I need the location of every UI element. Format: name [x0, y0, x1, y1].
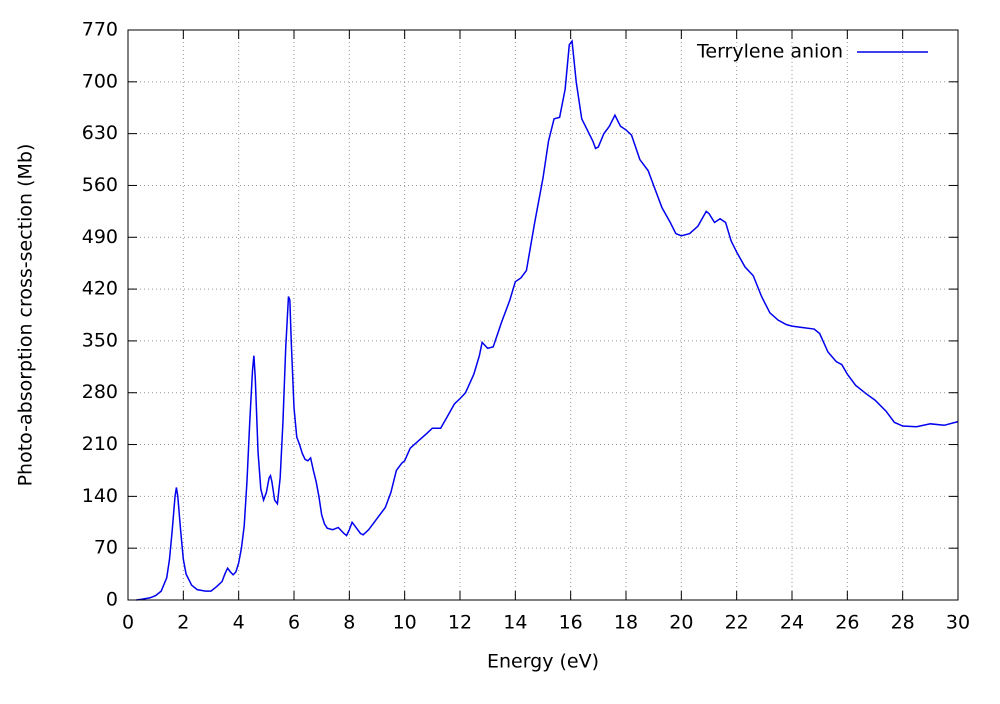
y-tick-label: 420	[82, 278, 118, 300]
y-tick-label: 70	[94, 537, 118, 559]
x-tick-label: 20	[669, 612, 693, 634]
data-line	[136, 39, 959, 601]
y-tick-label: 350	[82, 329, 118, 351]
x-tick-label: 26	[835, 612, 859, 634]
x-tick-label: 8	[343, 612, 355, 634]
y-tick-label: 140	[82, 485, 118, 507]
y-tick-label: 560	[82, 174, 118, 196]
x-tick-label: 22	[725, 612, 749, 634]
x-tick-label: 2	[177, 612, 189, 634]
y-tick-label: 700	[82, 70, 118, 92]
x-tick-label: 12	[448, 612, 472, 634]
y-tick-label: 770	[82, 19, 118, 41]
x-tick-label: 10	[393, 612, 417, 634]
y-tick-label: 0	[106, 589, 118, 611]
x-tick-label: 24	[780, 612, 804, 634]
x-axis-label: Energy (eV)	[487, 651, 599, 673]
x-tick-label: 28	[891, 612, 915, 634]
x-tick-label: 0	[122, 612, 134, 634]
legend-label: Terrylene anion	[696, 41, 843, 63]
x-tick-label: 30	[946, 612, 970, 634]
y-tick-label: 490	[82, 226, 118, 248]
x-tick-label: 14	[503, 612, 527, 634]
y-axis-label: Photo-absorption cross-section (Mb)	[15, 144, 37, 487]
y-tick-label: 630	[82, 122, 118, 144]
x-tick-label: 16	[559, 612, 583, 634]
x-tick-label: 4	[233, 612, 245, 634]
x-tick-label: 6	[288, 612, 300, 634]
plot-border	[127, 29, 959, 601]
y-tick-label: 280	[82, 381, 118, 403]
x-tick-label: 18	[614, 612, 638, 634]
y-tick-label: 210	[82, 433, 118, 455]
